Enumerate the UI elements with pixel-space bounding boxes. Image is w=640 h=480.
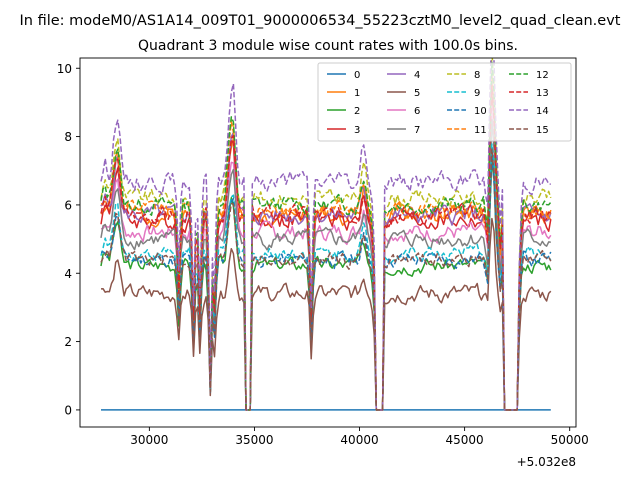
x-tick-label: 50000 [551, 433, 589, 447]
legend-label-3: 3 [354, 125, 360, 136]
y-tick-label: 0 [64, 403, 72, 417]
legend-label-2: 2 [354, 106, 360, 117]
y-tick-label: 4 [64, 267, 72, 281]
series-line-5 [100, 217, 552, 411]
chart-title: Quadrant 3 module wise count rates with … [138, 38, 518, 54]
series-layer [100, 58, 552, 411]
x-axis-offset-label: +5.032e8 [517, 455, 576, 469]
y-tick-label: 2 [64, 335, 72, 349]
legend-label-14: 14 [536, 106, 549, 117]
legend-label-6: 6 [414, 106, 420, 117]
y-tick-label: 6 [64, 198, 72, 212]
legend-label-13: 13 [536, 88, 549, 99]
x-tick-label: 45000 [446, 433, 484, 447]
legend-label-10: 10 [474, 106, 487, 117]
series-line-14 [100, 58, 551, 411]
legend-label-4: 4 [414, 70, 420, 81]
legend-label-12: 12 [536, 70, 549, 81]
legend-label-0: 0 [354, 70, 360, 81]
x-axis: 30000 35000 40000 45000 50000 [130, 427, 589, 447]
legend-label-1: 1 [354, 88, 360, 99]
x-tick-label: 35000 [235, 433, 273, 447]
series-line-13 [100, 84, 552, 411]
y-tick-label: 8 [64, 130, 72, 144]
y-tick-label: 10 [57, 62, 72, 76]
series-line-7 [100, 118, 551, 411]
y-axis: 0 2 4 6 8 10 [57, 62, 80, 417]
series-line-15 [100, 148, 552, 411]
figure-suptitle: In file: modeM0/AS1A14_009T01_9000006534… [20, 13, 621, 29]
legend-label-11: 11 [474, 125, 487, 136]
legend-frame [317, 62, 572, 142]
series-line-2 [100, 158, 552, 411]
legend-label-8: 8 [474, 70, 480, 81]
x-tick-label: 40000 [340, 433, 378, 447]
legend-label-5: 5 [414, 88, 420, 99]
plot-frame [79, 57, 577, 428]
legend-label-15: 15 [536, 125, 549, 136]
legend-label-7: 7 [414, 125, 420, 136]
x-tick-label: 30000 [130, 433, 168, 447]
legend-label-9: 9 [474, 88, 480, 99]
